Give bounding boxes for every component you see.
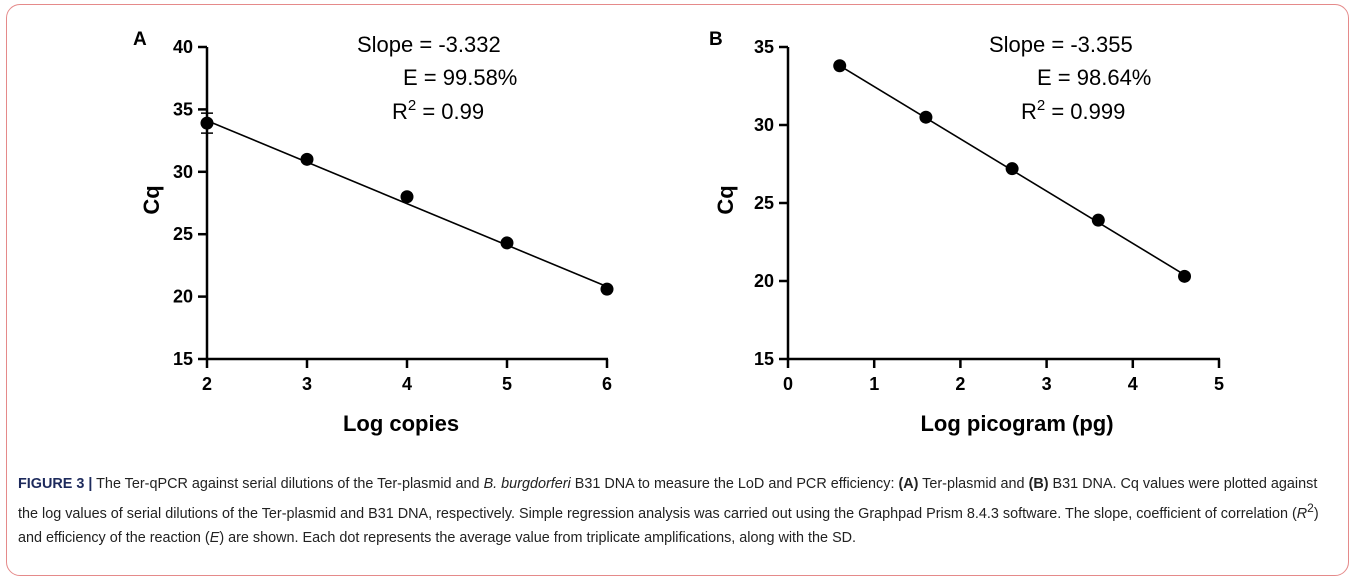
chart-panel-a: 15 20 25 30 35 40 2 3 4 5 6 Log copies Cq A Slope = -3… (133, 29, 614, 436)
data-point (1178, 269, 1192, 283)
r2-value: = 0.999 (1045, 99, 1125, 124)
caption-text: ) are shown. Each dot represents the ave… (219, 529, 857, 546)
data-point (400, 190, 414, 204)
x-axis-title: Log copies (343, 411, 459, 436)
x-tick-label: 2 (955, 374, 965, 394)
figure-caption: FIGURE 3 | The Ter-qPCR against serial d… (18, 472, 1338, 550)
caption-text: The Ter-qPCR against serial dilutions of… (92, 476, 484, 492)
caption-r2-sup: 2 (1307, 501, 1314, 515)
caption-panel-ref: (B) (1028, 476, 1049, 492)
caption-text: ) and efficiency of the reaction ( (18, 505, 1319, 546)
figure-frame (6, 4, 1349, 576)
regression-line (206, 119, 608, 288)
slope-annotation: Slope = -3.355 (989, 32, 1133, 57)
r2-value: = 0.99 (416, 99, 484, 124)
x-tick-label: 3 (302, 374, 312, 394)
x-tick-label: 4 (1128, 374, 1138, 394)
data-point (1091, 213, 1105, 227)
data-point (200, 116, 214, 130)
chart-panel-b: 15 20 25 30 35 0 1 2 3 4 5 Log picogram (pg) Cq B Slop… (709, 29, 1224, 436)
y-tick-label: 35 (754, 37, 774, 57)
caption-text: B31 DNA. Cq values were plotted against … (18, 476, 1318, 522)
x-tick-label: 3 (1042, 374, 1052, 394)
data-point (1005, 162, 1019, 176)
data-point (500, 236, 514, 250)
y-tick-label: 40 (173, 37, 193, 57)
x-tick-label: 1 (869, 374, 879, 394)
y-tick-label: 25 (173, 224, 193, 244)
y-axis-title: Cq (139, 185, 164, 214)
y-tick-label: 15 (173, 349, 193, 369)
panel-label: B (709, 29, 723, 50)
r2-annotation: R2 = 0.99 (392, 97, 484, 124)
r2-symbol: R (1021, 99, 1037, 124)
x-axis-title: Log picogram (pg) (920, 411, 1113, 436)
caption-e-symbol: E (209, 529, 220, 546)
data-point (300, 152, 314, 166)
efficiency-annotation: E = 98.64% (1037, 65, 1151, 90)
data-point (600, 282, 614, 296)
x-tick-label: 4 (402, 374, 412, 394)
caption-label: FIGURE 3 | (18, 476, 93, 492)
panel-label: A (133, 29, 147, 50)
r2-superscript: 2 (1037, 97, 1045, 114)
y-tick-label: 25 (754, 193, 774, 213)
x-tick-label: 0 (783, 374, 793, 394)
r2-symbol: R (392, 99, 408, 124)
y-tick-label: 30 (754, 115, 774, 135)
y-tick-label: 30 (173, 162, 193, 182)
slope-annotation: Slope = -3.332 (357, 32, 501, 57)
caption-panel-ref: (A) (898, 476, 919, 492)
x-tick-label: 6 (602, 374, 612, 394)
y-tick-label: 20 (173, 287, 193, 307)
caption-text: Ter-plasmid and (918, 476, 1029, 492)
caption-r2-symbol: R (1296, 505, 1308, 522)
data-point (833, 59, 847, 73)
caption-species: B. burgdorferi (483, 476, 571, 492)
x-tick-label: 5 (502, 374, 512, 394)
caption-text: B31 DNA to measure the LoD and PCR effic… (570, 476, 899, 492)
y-tick-label: 20 (754, 271, 774, 291)
efficiency-annotation: E = 99.58% (403, 65, 517, 90)
x-tick-label: 5 (1214, 374, 1224, 394)
y-tick-label: 15 (754, 349, 774, 369)
data-point (919, 110, 933, 124)
y-axis-title: Cq (713, 185, 738, 214)
y-tick-label: 35 (173, 99, 193, 119)
r2-superscript: 2 (408, 97, 416, 114)
r2-annotation: R2 = 0.999 (1021, 97, 1125, 124)
x-tick-label: 2 (202, 374, 212, 394)
